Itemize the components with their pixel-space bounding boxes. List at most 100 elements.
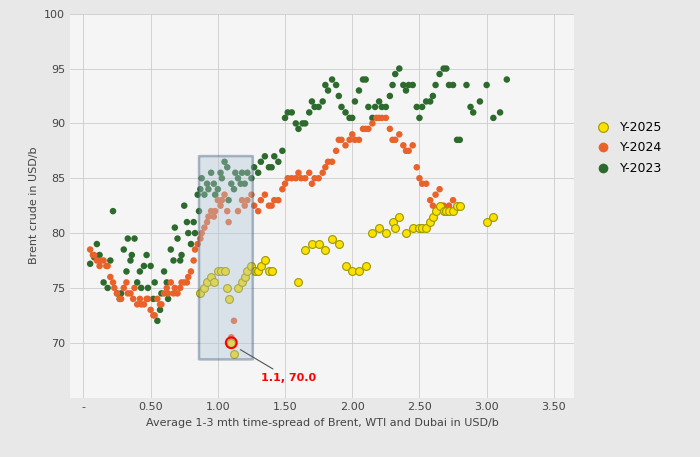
Point <box>105 257 116 264</box>
Point <box>293 279 304 286</box>
Point <box>239 273 251 281</box>
Point <box>430 81 441 89</box>
Point <box>430 207 441 215</box>
Point <box>178 202 190 209</box>
Point <box>269 197 280 204</box>
Point <box>156 290 167 297</box>
Point <box>320 164 331 171</box>
Point <box>237 197 248 204</box>
Point <box>101 262 112 270</box>
Legend: Y-2025, Y-2024, Y-2023: Y-2025, Y-2024, Y-2023 <box>585 116 668 180</box>
Point <box>190 246 201 253</box>
Point <box>416 103 428 111</box>
Point <box>430 191 441 198</box>
Point <box>263 164 274 171</box>
Point <box>279 114 290 122</box>
Point <box>336 103 347 111</box>
Point <box>209 207 220 215</box>
Point <box>89 251 100 259</box>
Point <box>193 207 204 215</box>
Point <box>461 81 472 89</box>
Point <box>168 257 179 264</box>
Point <box>158 268 169 275</box>
Point <box>263 202 274 209</box>
Point <box>266 164 277 171</box>
Point <box>136 284 147 292</box>
Point <box>222 164 233 171</box>
Point <box>300 246 311 253</box>
Point <box>228 186 239 193</box>
Point <box>148 295 159 303</box>
Point <box>403 147 414 154</box>
Point <box>121 268 132 275</box>
Point <box>225 180 237 187</box>
Point <box>304 109 315 116</box>
Point <box>186 268 197 275</box>
Point <box>212 197 223 204</box>
Point <box>434 202 445 209</box>
Point <box>414 175 425 182</box>
Point <box>174 257 186 264</box>
Point <box>215 169 226 176</box>
Point <box>374 98 385 105</box>
Point <box>145 306 156 314</box>
Point <box>219 268 230 275</box>
Point <box>360 262 371 270</box>
Point <box>259 257 270 264</box>
Point <box>145 262 156 270</box>
Point <box>199 224 210 231</box>
Point <box>216 197 228 204</box>
Point <box>481 218 492 226</box>
Point <box>276 147 288 154</box>
Point <box>195 235 206 242</box>
Point <box>340 262 351 270</box>
Point <box>172 235 183 242</box>
Point <box>309 103 320 111</box>
Point <box>127 295 139 303</box>
Point <box>98 257 109 264</box>
Point <box>142 284 153 292</box>
Point <box>208 213 219 220</box>
Point <box>297 120 308 127</box>
Point <box>358 76 369 83</box>
Point <box>206 207 217 215</box>
Point <box>114 295 125 303</box>
Point <box>246 191 257 198</box>
Point <box>169 284 181 292</box>
Point <box>111 290 122 297</box>
Point <box>411 103 422 111</box>
Point <box>309 175 320 182</box>
Point <box>346 131 358 138</box>
Point <box>239 180 251 187</box>
Point <box>276 186 288 193</box>
Point <box>414 224 425 231</box>
Point <box>134 268 146 275</box>
Point <box>367 229 378 237</box>
Point <box>266 268 277 275</box>
Point <box>307 240 318 248</box>
Point <box>452 136 463 143</box>
Point <box>129 235 140 242</box>
Point <box>155 301 166 308</box>
Text: 1.1, 70.0: 1.1, 70.0 <box>240 350 316 383</box>
Point <box>219 191 230 198</box>
Point <box>454 202 466 209</box>
Point <box>481 81 492 89</box>
Point <box>141 295 152 303</box>
Point <box>438 207 449 215</box>
Point <box>239 202 251 209</box>
Point <box>307 98 318 105</box>
Point <box>403 81 414 89</box>
Point <box>376 114 387 122</box>
Point <box>393 213 405 220</box>
Point <box>425 218 436 226</box>
Point <box>165 246 176 253</box>
Point <box>425 98 436 105</box>
Point <box>494 109 505 116</box>
Point <box>248 202 260 209</box>
Point <box>411 164 422 171</box>
Point <box>256 262 267 270</box>
Point <box>340 109 351 116</box>
Point <box>256 158 267 165</box>
Point <box>235 180 246 187</box>
